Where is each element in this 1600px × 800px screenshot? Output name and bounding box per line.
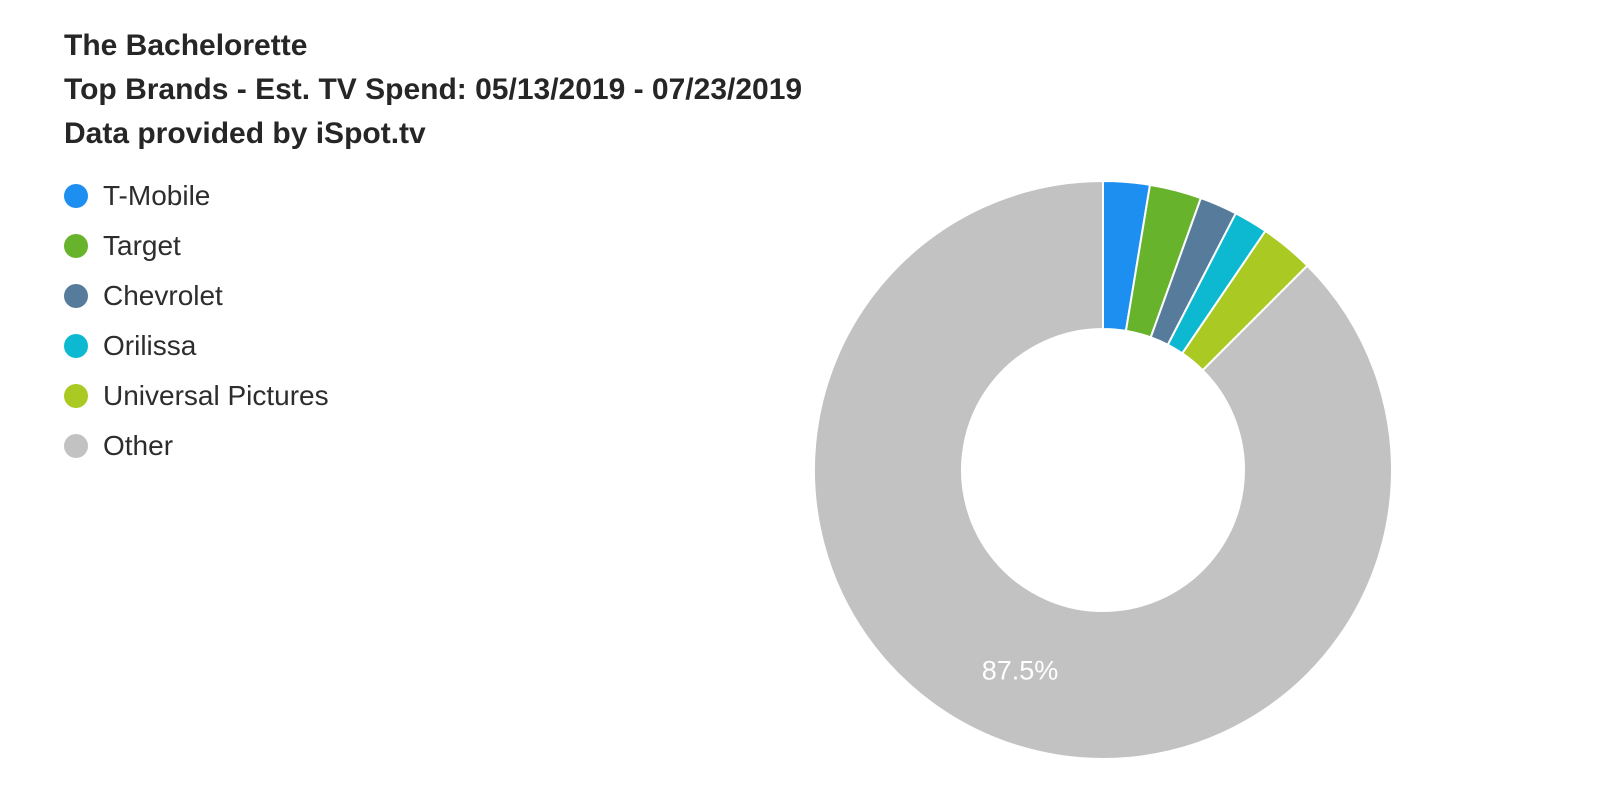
chart-source: Data provided by iSpot.tv — [64, 117, 426, 150]
legend-swatch-icon — [64, 434, 88, 458]
legend-item: T-Mobile — [64, 171, 329, 221]
chart-subtitle: Top Brands - Est. TV Spend: 05/13/2019 -… — [64, 73, 803, 106]
legend-item: Other — [64, 421, 329, 471]
donut-slice-other — [813, 179, 1393, 760]
legend-label: T-Mobile — [103, 180, 211, 211]
legend-swatch-icon — [64, 384, 88, 408]
legend-item: Target — [64, 221, 329, 271]
chart-legend: T-Mobile Target Chevrolet Orilissa Universal… — [64, 171, 329, 471]
legend-item: Orilissa — [64, 321, 329, 371]
legend-swatch-icon — [64, 184, 88, 208]
legend-label: Target — [103, 230, 181, 261]
legend-swatch-icon — [64, 334, 88, 358]
legend-label: Orilissa — [103, 330, 197, 361]
slice-percentage-label: 87.5% — [982, 656, 1059, 686]
chart-title: The Bachelorette — [64, 29, 308, 62]
legend-label: Other — [103, 430, 174, 461]
legend-label: Chevrolet — [103, 280, 223, 311]
legend-item: Chevrolet — [64, 271, 329, 321]
legend-swatch-icon — [64, 234, 88, 258]
chart-header: The Bachelorette Top Brands - Est. TV Sp… — [64, 24, 802, 156]
legend-label: Universal Pictures — [103, 380, 329, 411]
legend-item: Universal Pictures — [64, 371, 329, 421]
legend-swatch-icon — [64, 284, 88, 308]
